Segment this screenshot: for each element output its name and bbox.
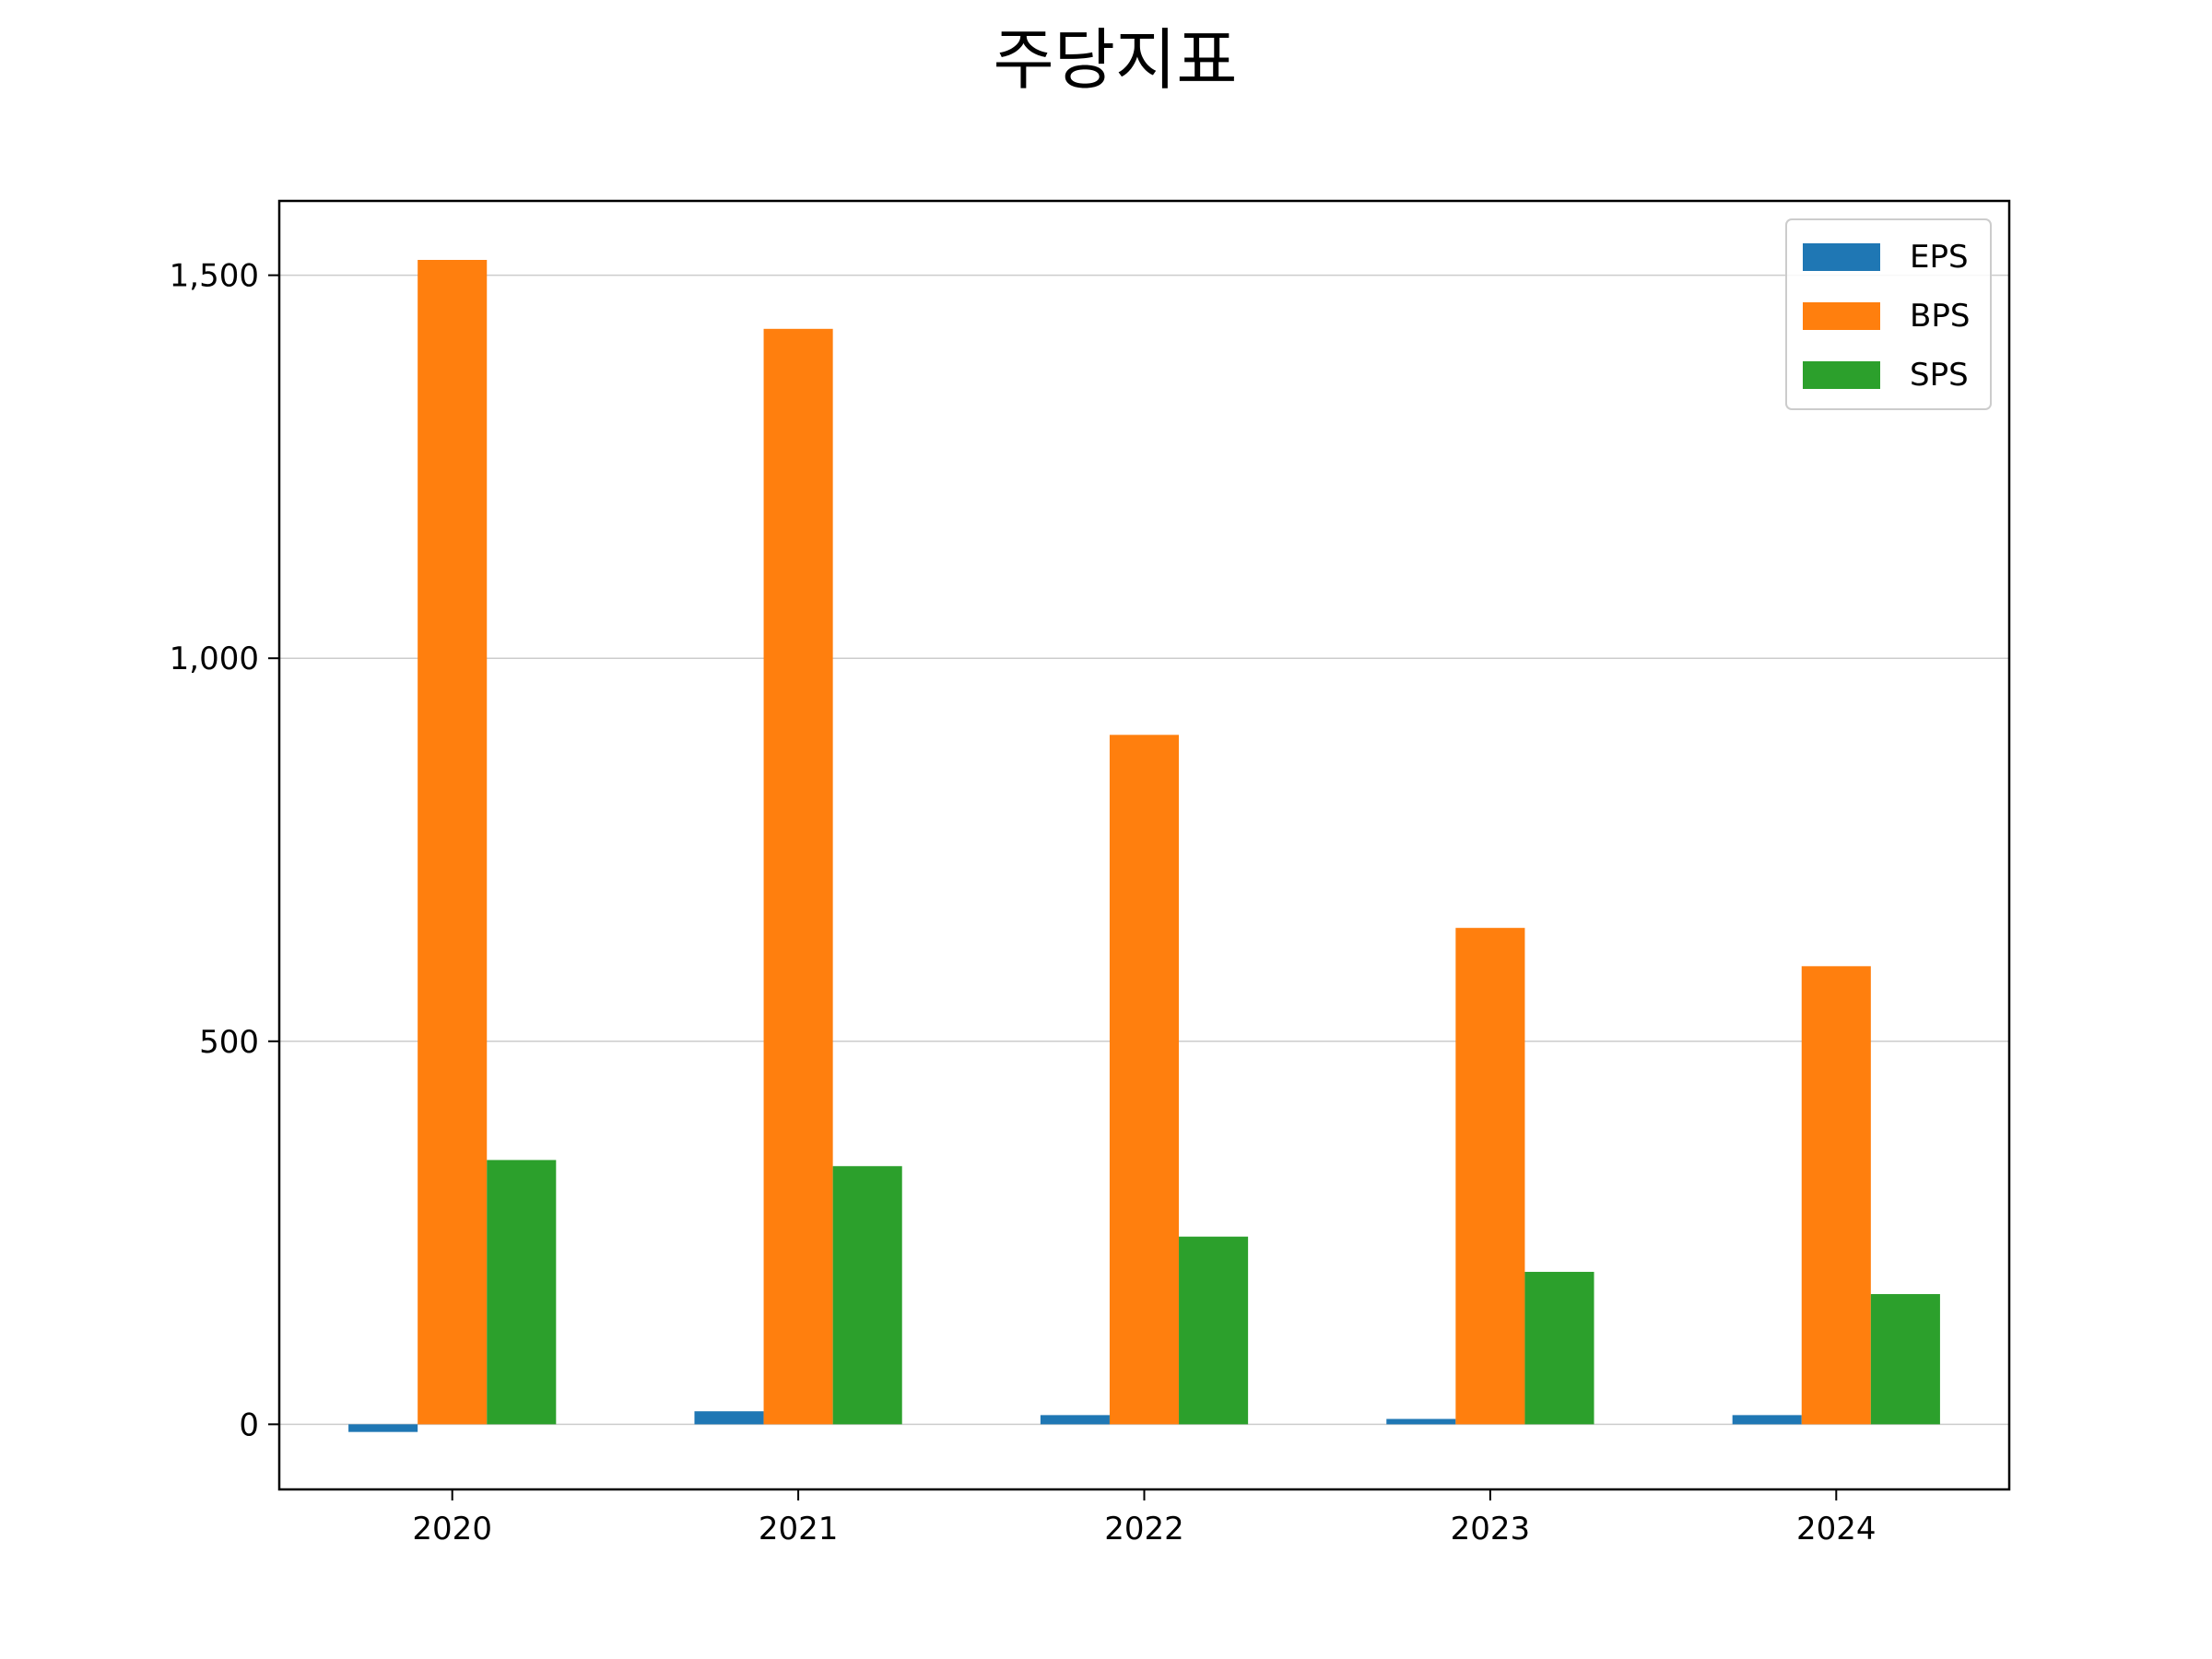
bar-bps-2020 [418, 259, 488, 1425]
bar-sps-2022 [1179, 1236, 1249, 1425]
bar-sps-2021 [832, 1166, 902, 1425]
y-tick-label: 0 [239, 1406, 259, 1443]
bars [348, 259, 1940, 1432]
legend-swatch-bps [1803, 302, 1880, 330]
legend-label-sps: SPS [1910, 357, 1969, 394]
x-tick-label: 2023 [1451, 1511, 1531, 1547]
x-tick-label: 2020 [412, 1511, 492, 1547]
bar-bps-2021 [763, 328, 833, 1425]
x-tick-label: 2022 [1104, 1511, 1184, 1547]
y-axis: 0 500 1,000 1,500 [170, 258, 279, 1443]
x-tick-label: 2024 [1796, 1511, 1877, 1547]
bar-bps-2024 [1801, 966, 1871, 1425]
bar-eps-2024 [1732, 1415, 1802, 1425]
bar-bps-2022 [1109, 735, 1180, 1425]
legend-label-bps: BPS [1910, 298, 1970, 335]
y-tick-label: 1,500 [170, 258, 259, 295]
bar-sps-2023 [1524, 1271, 1594, 1425]
y-tick-label: 500 [199, 1024, 259, 1061]
bar-eps-2020 [348, 1424, 418, 1432]
legend-swatch-sps [1803, 361, 1880, 389]
bar-sps-2020 [487, 1159, 557, 1425]
bar-eps-2021 [694, 1411, 764, 1425]
bar-sps-2024 [1870, 1294, 1940, 1425]
x-axis: 2020 2021 2022 2023 2024 [412, 1489, 1877, 1547]
bar-eps-2023 [1386, 1418, 1456, 1425]
legend-swatch-eps [1803, 243, 1880, 271]
bar-bps-2023 [1455, 927, 1525, 1425]
legend: EPS BPS SPS [1785, 218, 1992, 410]
bar-eps-2022 [1040, 1415, 1110, 1425]
legend-label-eps: EPS [1910, 239, 1969, 276]
y-tick-label: 1,000 [170, 641, 259, 677]
chart-title: 주당지표 [994, 21, 1238, 99]
x-tick-label: 2021 [759, 1511, 839, 1547]
